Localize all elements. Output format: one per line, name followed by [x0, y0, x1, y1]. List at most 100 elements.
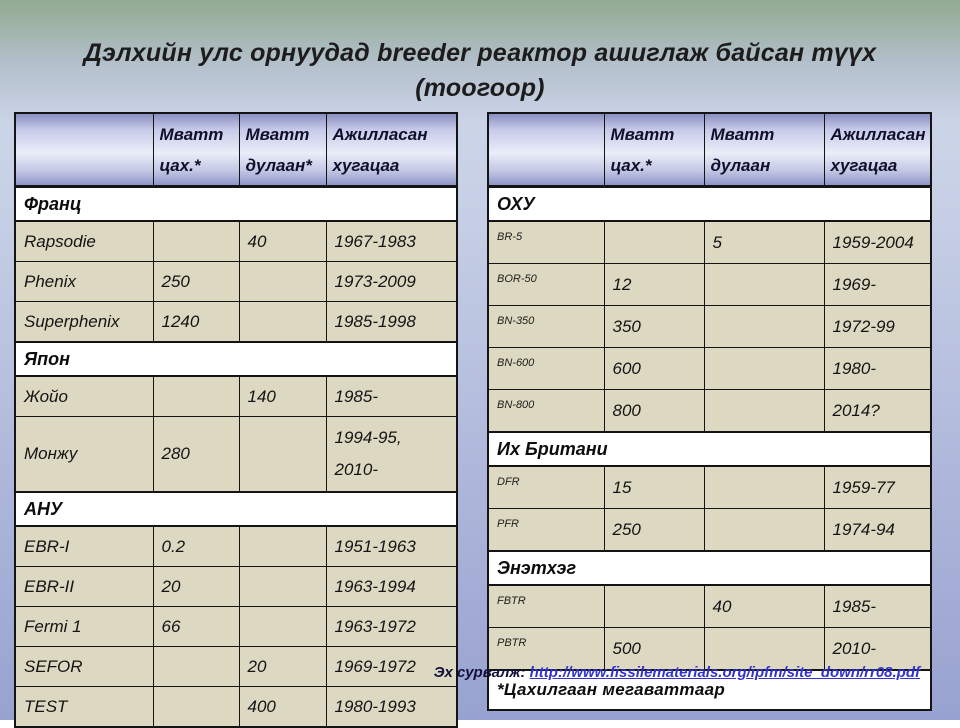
mw-thermal-cell	[703, 347, 825, 391]
mw-thermal-cell: 140	[238, 375, 327, 418]
table-row: Fermi 1 66 1963-1972	[14, 606, 458, 648]
table-row: SEFOR 20 1969-1972	[14, 646, 458, 688]
operation-years-cell: 1973-2009	[325, 261, 458, 303]
source-link[interactable]: http://www.fissilematerials.org/ipfm/sit…	[529, 664, 920, 681]
mw-thermal-cell	[703, 627, 825, 671]
reactor-name-cell: FBTR	[487, 584, 605, 629]
table-row: DFR 15 1959-77	[487, 465, 932, 510]
operation-years-cell: 1994-95, 2010-	[325, 416, 458, 493]
mw-electric-cell: 280	[152, 416, 240, 493]
mw-thermal-cell	[703, 465, 825, 510]
mw-thermal-cell: 5	[703, 220, 825, 265]
table-row: BR-5 5 1959-2004	[487, 220, 932, 265]
reactor-name-cell: Phenix	[14, 261, 154, 303]
mw-thermal-cell: 40	[703, 584, 825, 629]
operation-years-cell: 1959-2004	[823, 220, 932, 265]
mw-electric-cell	[603, 584, 705, 629]
mw-thermal-cell	[238, 301, 327, 343]
operation-years-cell: 1980-1993	[325, 686, 458, 728]
mw-thermal-cell: 400	[238, 686, 327, 728]
mw-electric-cell: 20	[152, 566, 240, 608]
table-row: BN-800 800 2014?	[487, 389, 932, 433]
column-header-years: Ажилласан хугацаа	[325, 112, 458, 189]
reactor-name-cell: BR-5	[487, 220, 605, 265]
country-label: Япон	[14, 341, 458, 378]
country-label: АНУ	[14, 491, 458, 528]
mw-thermal-cell: 20	[238, 646, 327, 688]
reactor-name-cell: TEST	[14, 686, 154, 728]
operation-years-cell: 1967-1983	[325, 220, 458, 263]
table-row: EBR-I 0.2 1951-1963	[14, 525, 458, 568]
reactor-name-cell: DFR	[487, 465, 605, 510]
footnote-label: *Цахилгаан мегаваттаар	[487, 669, 932, 711]
mw-thermal-cell	[703, 508, 825, 552]
title-line-1: Дэлхийн улс орнуудад breeder реактор аши…	[83, 39, 877, 67]
mw-electric-cell: 66	[152, 606, 240, 648]
mw-thermal-cell	[703, 263, 825, 307]
operation-years-cell: 1959-77	[823, 465, 932, 510]
operation-years-cell: 1980-	[823, 347, 932, 391]
reactor-name-cell: BN-350	[487, 305, 605, 349]
operation-years-cell: 2014?	[823, 389, 932, 433]
table-row: TEST 400 1980-1993	[14, 686, 458, 728]
reactor-name-cell: PFR	[487, 508, 605, 552]
mw-thermal-cell	[238, 525, 327, 568]
operation-years-cell: 1969-1972	[325, 646, 458, 688]
table-row: Монжу 280 1994-95, 2010-	[14, 416, 458, 493]
table-row: BOR-50 12 1969-	[487, 263, 932, 307]
operation-years-cell: 1972-99	[823, 305, 932, 349]
operation-years-cell: 1985-	[325, 375, 458, 418]
country-section-row: Их Британи	[487, 431, 932, 468]
header-row: Мватт цах.* Мватт дулаан* Ажилласан хуга…	[14, 112, 458, 189]
mw-thermal-cell	[703, 305, 825, 349]
mw-thermal-cell: 40	[238, 220, 327, 263]
operation-years-cell: 1974-94	[823, 508, 932, 552]
footnote-row: *Цахилгаан мегаваттаар	[487, 669, 932, 711]
column-header-mw-electric: Мватт цах.*	[152, 112, 240, 189]
table-row: PBTR 500 2010-	[487, 627, 932, 671]
mw-electric-cell: 800	[603, 389, 705, 433]
table-row: BN-600 600 1980-	[487, 347, 932, 391]
operation-years-cell: 1969-	[823, 263, 932, 307]
mw-electric-cell: 250	[603, 508, 705, 552]
left-reactor-table: Мватт цах.* Мватт дулаан* Ажилласан хуга…	[14, 112, 458, 728]
mw-electric-cell: 350	[603, 305, 705, 349]
reactor-name-cell: EBR-I	[14, 525, 154, 568]
country-section-row: Япон	[14, 341, 458, 378]
country-label: ОХУ	[487, 185, 932, 223]
country-section-row: Франц	[14, 185, 458, 223]
country-label: Энэтхэг	[487, 550, 932, 587]
mw-electric-cell: 600	[603, 347, 705, 391]
reactor-name-cell: BN-600	[487, 347, 605, 391]
mw-electric-cell	[152, 375, 240, 418]
operation-years-cell: 2010-	[823, 627, 932, 671]
mw-electric-cell	[152, 220, 240, 263]
column-header-empty	[487, 112, 605, 189]
mw-electric-cell: 15	[603, 465, 705, 510]
reactor-name-cell: SEFOR	[14, 646, 154, 688]
column-header-mw-thermal: Мватт дулаан*	[238, 112, 327, 189]
mw-electric-cell: 0.2	[152, 525, 240, 568]
table-row: Superphenix 1240 1985-1998	[14, 301, 458, 343]
table-row: PFR 250 1974-94	[487, 508, 932, 552]
mw-electric-cell	[603, 220, 705, 265]
operation-years-cell: 1963-1994	[325, 566, 458, 608]
mw-electric-cell	[152, 646, 240, 688]
column-header-empty	[14, 112, 154, 189]
table-row: BN-350 350 1972-99	[487, 305, 932, 349]
column-header-mw-thermal: Мватт дулаан	[703, 112, 825, 189]
mw-thermal-cell	[238, 261, 327, 303]
reactor-name-cell: BOR-50	[487, 263, 605, 307]
country-label: Их Британи	[487, 431, 932, 468]
country-section-row: ОХУ	[487, 185, 932, 223]
country-section-row: Энэтхэг	[487, 550, 932, 587]
reactor-name-cell: Fermi 1	[14, 606, 154, 648]
mw-electric-cell: 12	[603, 263, 705, 307]
header-row: Мватт цах.* Мватт дулаан Ажилласан хугац…	[487, 112, 932, 189]
operation-years-cell: 1963-1972	[325, 606, 458, 648]
reactor-name-cell: Жойо	[14, 375, 154, 418]
mw-thermal-cell	[238, 606, 327, 648]
country-section-row: АНУ	[14, 491, 458, 528]
mw-electric-cell: 250	[152, 261, 240, 303]
